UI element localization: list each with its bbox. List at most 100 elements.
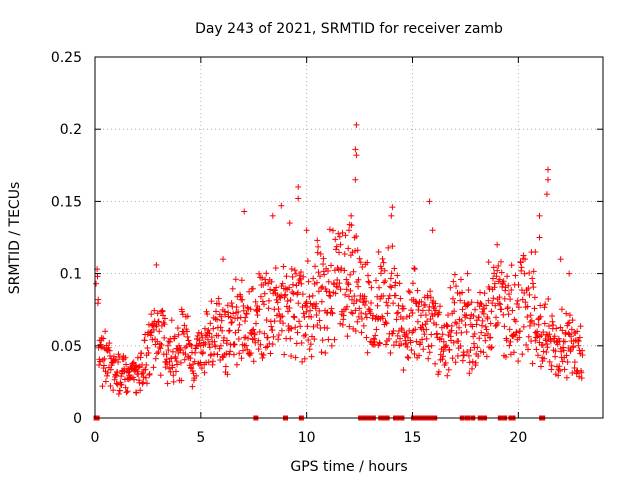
data-point	[97, 343, 104, 350]
data-point	[124, 388, 131, 395]
data-point	[328, 262, 335, 269]
data-point	[451, 271, 458, 278]
data-point	[449, 295, 456, 302]
data-point	[184, 333, 191, 340]
data-point	[440, 353, 447, 360]
data-point	[179, 311, 186, 318]
data-point	[240, 347, 247, 354]
data-point	[329, 227, 336, 234]
data-point	[247, 306, 254, 313]
data-point	[174, 361, 181, 368]
data-point	[104, 369, 111, 376]
data-point	[341, 250, 348, 257]
data-point	[215, 332, 222, 339]
data-point	[571, 364, 578, 371]
data-point	[229, 285, 236, 292]
data-point	[342, 232, 349, 239]
data-point	[355, 283, 362, 290]
data-point	[195, 329, 202, 336]
data-point	[452, 319, 459, 326]
data-point	[234, 315, 241, 322]
data-point	[543, 349, 550, 356]
data-point	[216, 300, 223, 307]
data-point	[388, 270, 395, 277]
data-point	[471, 330, 478, 337]
data-point	[452, 359, 459, 366]
data-point-peak	[566, 270, 573, 277]
data-point	[313, 279, 320, 286]
data-point	[425, 355, 432, 362]
data-point	[515, 281, 522, 288]
data-point	[220, 334, 227, 341]
data-point	[528, 317, 535, 324]
data-point-peak	[536, 234, 543, 241]
data-point	[506, 342, 513, 349]
data-point	[425, 343, 432, 350]
data-point	[256, 328, 263, 335]
data-point	[275, 306, 282, 313]
data-point	[164, 380, 171, 387]
data-point	[400, 305, 407, 312]
data-point	[304, 304, 311, 311]
data-point-peak	[494, 241, 501, 248]
data-point	[232, 329, 239, 336]
data-point	[206, 330, 213, 337]
data-point	[292, 324, 299, 331]
data-point	[357, 259, 364, 266]
data-point	[382, 319, 389, 326]
data-point	[512, 318, 519, 325]
data-point	[277, 294, 284, 301]
data-point	[365, 272, 372, 279]
data-point	[414, 318, 421, 325]
data-point	[279, 313, 286, 320]
data-point	[510, 349, 517, 356]
data-point-peak	[388, 212, 395, 219]
data-point-peak	[348, 212, 355, 219]
data-point	[325, 336, 332, 343]
data-point	[385, 335, 392, 342]
data-point	[155, 349, 162, 356]
data-point	[237, 293, 244, 300]
data-point	[240, 307, 247, 314]
data-point	[438, 335, 445, 342]
data-point	[178, 377, 185, 384]
data-point	[153, 350, 160, 357]
data-point	[348, 222, 355, 229]
data-point	[151, 307, 158, 314]
data-point	[407, 339, 414, 346]
data-point	[351, 234, 358, 241]
data-point	[106, 340, 113, 347]
data-point	[403, 340, 410, 347]
data-point	[350, 268, 357, 275]
data-point	[422, 301, 429, 308]
data-point	[382, 277, 389, 284]
data-point-peak	[543, 191, 550, 198]
data-point	[110, 387, 117, 394]
data-point	[411, 350, 418, 357]
data-point	[254, 312, 261, 319]
data-point	[303, 298, 310, 305]
data-point	[360, 322, 367, 329]
data-point	[514, 297, 521, 304]
data-point	[427, 316, 434, 323]
data-point	[379, 315, 386, 322]
data-point	[449, 355, 456, 362]
data-point	[459, 357, 466, 364]
data-point	[338, 265, 345, 272]
data-point	[516, 334, 523, 341]
data-point	[390, 342, 397, 349]
data-point	[187, 355, 194, 362]
data-point	[369, 312, 376, 319]
data-point	[565, 330, 572, 337]
data-point	[332, 290, 339, 297]
data-point	[287, 297, 294, 304]
data-point	[383, 299, 390, 306]
data-point	[508, 262, 515, 269]
data-point	[335, 230, 342, 237]
data-point	[501, 323, 508, 330]
data-point	[227, 348, 234, 355]
data-point	[101, 355, 108, 362]
data-point	[252, 339, 259, 346]
data-point	[150, 364, 157, 371]
data-point	[297, 269, 304, 276]
